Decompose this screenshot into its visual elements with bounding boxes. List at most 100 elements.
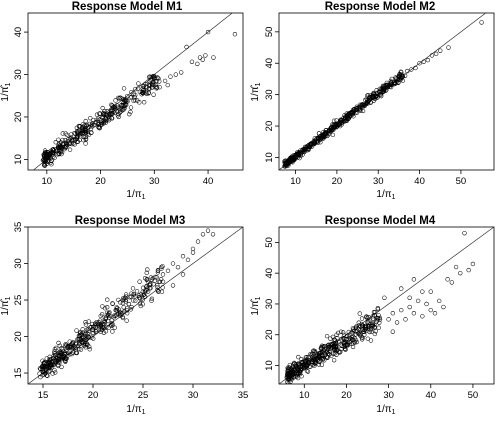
panel-m1-point (62, 146, 67, 152)
panel-m4-point (428, 307, 433, 313)
panel-m4-point (362, 323, 368, 329)
panel-m2-point (309, 141, 314, 146)
panel-m2-point (375, 95, 380, 100)
panel-m1-point (157, 79, 162, 84)
panel-m2-point (287, 159, 292, 164)
panel-m2-point (479, 20, 484, 25)
panel-m1-point (96, 122, 101, 127)
panel-m4-point (351, 341, 356, 346)
panel-m3-point (65, 353, 70, 358)
panel-m1-point (156, 76, 161, 81)
panel-m2-point (342, 117, 348, 122)
panel-m3-point (94, 327, 99, 333)
panel-m1-point (99, 118, 104, 123)
panel-m3-point (63, 359, 68, 364)
panel-m3-point (155, 287, 160, 293)
panel-m2-frame (278, 12, 495, 171)
panel-m1-point (168, 74, 173, 79)
panel-m1-point (115, 113, 121, 118)
panel-m1-point (108, 107, 114, 112)
panel-m1-point (129, 89, 134, 95)
panel-m4-point (327, 349, 332, 354)
panel-m3-point (155, 268, 161, 273)
panel-m2-ytick-label: 40 (264, 58, 275, 69)
panel-m4-point (458, 271, 463, 276)
panel-m2-point (438, 48, 443, 53)
panel-m4-point (285, 379, 290, 384)
panel-m3-point (56, 340, 61, 346)
panel-m1-point (124, 99, 129, 104)
panel-m4-ylabel: 1/π̂1 (249, 296, 262, 315)
panel-m3-point (47, 364, 52, 369)
panel-m3-point (86, 334, 91, 339)
panel-m1-point (67, 147, 73, 152)
panel-m1-point (121, 102, 126, 108)
panel-m3: Response Model M3 15 20 25 30 35 15 20 25 30 35 1… (0, 215, 248, 416)
panel-m1-point (67, 136, 73, 141)
panel-m2-point (372, 96, 378, 102)
panel-m1-point (73, 137, 78, 142)
panel-m2-point (354, 110, 360, 115)
panel-m3-point (81, 335, 86, 340)
panel-m2-point (350, 107, 356, 112)
panel-m1-ytick-label: 10 (13, 154, 24, 165)
panel-m4-point (374, 318, 380, 323)
panel-m1-point (76, 123, 82, 129)
panel-m3-point (101, 325, 107, 330)
panel-m1-point (60, 131, 65, 136)
panel-m4-point (407, 304, 412, 310)
panel-m4-point (366, 324, 371, 329)
panel-m4-point (420, 289, 425, 294)
panel-m2-xtick-label: 50 (456, 176, 467, 187)
panel-m3-point (144, 283, 149, 289)
panel-m1-point (57, 147, 62, 152)
panel-m4-point (372, 331, 378, 337)
panel-m1-ytick-label: 30 (13, 69, 24, 80)
panel-m4-point (376, 313, 381, 318)
panel-m1-point (113, 98, 118, 103)
panel-m3-point (110, 301, 115, 306)
panel-m3-ytick-label: 25 (13, 295, 24, 306)
panel-m4-point (307, 364, 312, 369)
panel-m2-point (315, 139, 320, 144)
panel-m3-point (159, 266, 164, 271)
panel-m3-point (84, 341, 89, 346)
panel-m3-point (185, 257, 191, 263)
panel-m3-point (111, 313, 117, 318)
panel-m2-point (312, 136, 317, 141)
panel-m3-point (160, 279, 166, 284)
panel-m1-ylabel: 1/π̂1 (0, 82, 12, 101)
panel-m1-point (146, 74, 152, 80)
panel-m3-point (124, 308, 130, 313)
panel-m2-point (377, 90, 382, 95)
panel-m4-point (373, 329, 378, 334)
panel-m4-point (357, 311, 362, 316)
panel-m4-point (329, 353, 334, 358)
panel-m3-point (59, 364, 64, 370)
panel-m2-point (378, 92, 383, 97)
panel-m1-point (179, 70, 184, 75)
panel-m2-xtick-label: 20 (332, 176, 343, 187)
panel-m3-point (160, 285, 165, 290)
panel-m3-point (124, 294, 129, 299)
panel-m1-point (117, 107, 123, 112)
panel-m3-point (180, 272, 186, 277)
panel-m3-point (160, 272, 166, 277)
panel-m2-point (308, 142, 313, 147)
panel-m3-plot: 15 20 25 30 35 15 20 25 30 35 (13, 222, 248, 401)
panel-m4-point (293, 370, 298, 375)
panel-m3-point (110, 322, 116, 327)
panel-m4-title: Response Model M4 (325, 215, 436, 227)
panel-m1-point (101, 112, 106, 117)
panel-m1-point (89, 122, 94, 127)
panel-m4-point (420, 314, 425, 319)
panel-m2-point (359, 102, 365, 107)
panel-m1-point (63, 137, 68, 143)
panel-m2-point (379, 89, 384, 94)
panel-m3-point (74, 328, 79, 333)
panel-m2-point (365, 93, 370, 98)
panel-m3-point (200, 232, 206, 237)
panel-m1-point (103, 115, 109, 120)
panel-m3-point (137, 279, 142, 284)
